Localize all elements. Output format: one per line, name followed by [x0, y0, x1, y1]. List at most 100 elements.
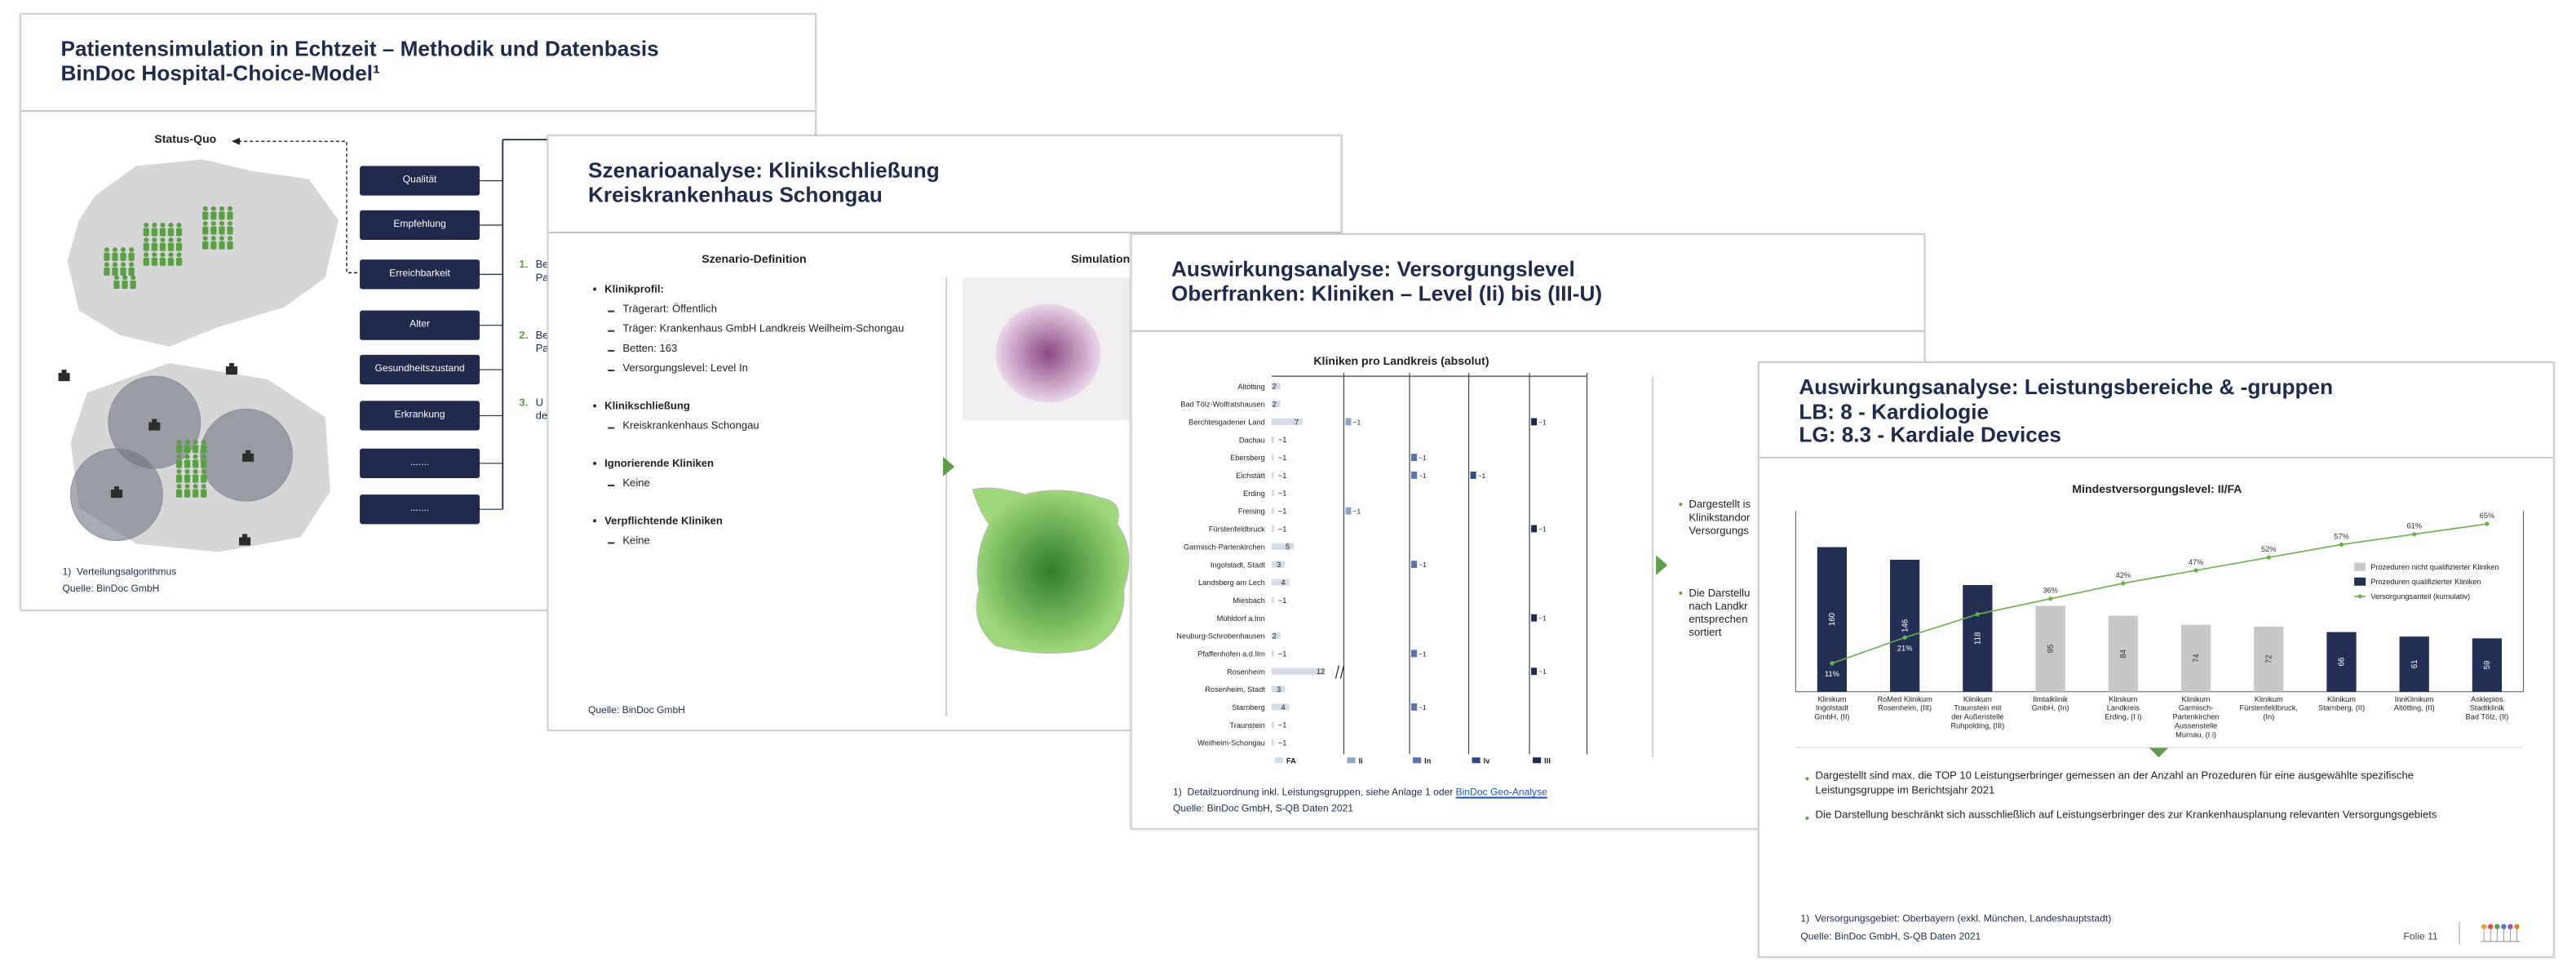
person-icon [176, 252, 182, 258]
logo-dot [2494, 924, 2500, 929]
bar-value-label: 74 [2192, 654, 2201, 663]
legend-label: FA [1286, 756, 1296, 765]
legend-label: Prozeduren nicht qualifizierter Kliniken [2370, 563, 2499, 571]
factor-box: Erkrankung [360, 401, 480, 431]
chart-title: Kliniken pro Landkreis (absolut) [1313, 354, 1489, 367]
legend-swatch [2354, 577, 2366, 586]
person-icon [176, 483, 182, 490]
title-line: BinDoc Hospital-Choice-Model¹ [60, 60, 380, 86]
person-icon [219, 220, 224, 226]
person-icon [193, 489, 199, 498]
person-icon [175, 489, 183, 498]
line-value-label: 11% [1825, 670, 1839, 678]
person-icon [184, 474, 191, 483]
bullet-item: Keine [591, 534, 928, 548]
slide: Auswirkungsanalyse: Leistungsbereiche & … [1758, 361, 2555, 958]
x-tick-label: Klinikum Ingolstadt GmbH, (II) [1814, 695, 1849, 721]
level-mark [1345, 507, 1352, 515]
bar [2254, 626, 2284, 692]
bar [1817, 547, 1848, 692]
footnote: 1) Detailzuordnung inkl. Leistungsgruppe… [1173, 787, 1547, 800]
bullet-item: Keine [591, 477, 928, 491]
x-tick-label: Klinikum Garmisch-Partenkirchen Aussenstel… [2173, 695, 2220, 738]
cell-label: ~1 [1538, 614, 1547, 623]
legend-label: Ii [1359, 756, 1363, 765]
x-tick-label: Klinikum Landkreis Erding, (I i) [2105, 695, 2141, 721]
section-header: Szenario-Definition [702, 255, 807, 267]
person-icon [201, 489, 207, 498]
x-tick-label: Klinikum Starnberg, (II) [2318, 695, 2365, 712]
person-icon [122, 275, 128, 281]
level-mark [1411, 561, 1418, 569]
cell-label: ~1 [1278, 454, 1287, 462]
fa-bar [1271, 508, 1274, 515]
row-label: Erding [1243, 490, 1265, 498]
line-point [2047, 596, 2053, 601]
step-text: Be [535, 259, 549, 272]
legend-point [2357, 594, 2362, 599]
fa-bar [1271, 383, 1281, 390]
footnote-link[interactable]: BinDoc Geo-Analyse [1455, 788, 1547, 799]
person-icon [104, 262, 109, 268]
note-line: Dargestellt is [1689, 499, 1751, 512]
person-icon [128, 252, 135, 261]
step-number: 2. [519, 330, 529, 342]
cell-label: ~1 [1419, 650, 1427, 658]
person-icon [175, 257, 183, 266]
cell-label: ~1 [1478, 472, 1486, 480]
row-label: Starnberg [1232, 703, 1265, 712]
bullet-item: Versorgungslevel: Level In [591, 362, 928, 376]
person-icon [167, 228, 175, 237]
person-icon [219, 211, 225, 220]
person-icon [193, 445, 199, 454]
fa-bar [1271, 490, 1274, 497]
x-tick-label: Ilmtalklinik GmbH, (In) [2032, 695, 2069, 712]
row-label: Landsberg am Lech [1198, 579, 1265, 587]
logo-dot [2507, 924, 2513, 929]
line-point [2121, 581, 2126, 586]
cell-label: ~1 [1419, 472, 1427, 480]
person-icon [219, 235, 224, 241]
fa-bar [1271, 436, 1274, 443]
title-line: LG: 8.3 - Kardiale Devices [1799, 422, 2061, 447]
person-icon [202, 211, 209, 220]
fa-bar [1271, 739, 1274, 747]
person-icon [104, 267, 110, 276]
person-icon [227, 211, 233, 220]
bullet-dot [1805, 777, 1809, 781]
hospital-icon [246, 450, 251, 454]
bullet-dot [1679, 591, 1683, 595]
note-line: entsprechen [1689, 614, 1748, 627]
status-quo-label: Status-Quo [154, 135, 217, 147]
hospital-icon [152, 419, 157, 423]
title-rule [548, 231, 1341, 233]
fa-bar [1271, 579, 1290, 586]
level-mark [1531, 667, 1538, 676]
line-value-label: 21% [1897, 644, 1913, 652]
section-header: Simulation [1071, 255, 1131, 267]
dashed-arrow [238, 140, 361, 273]
step-text: Pa [535, 343, 549, 355]
fa-bar [1271, 632, 1281, 640]
legend-label: III [1544, 756, 1551, 765]
person-icon [159, 242, 166, 251]
line-point [2485, 521, 2490, 526]
note-line: Versorgungs [1689, 525, 1749, 538]
logo-dot [2514, 924, 2520, 929]
title-rule [1131, 330, 1924, 332]
person-icon [151, 257, 157, 266]
title-rule [1759, 456, 2553, 459]
row-label: Traunstein [1229, 721, 1264, 729]
bar [1890, 560, 1920, 692]
person-icon [120, 267, 126, 276]
fa-bar [1271, 401, 1281, 408]
bar-value-label: 84 [2119, 649, 2128, 658]
person-icon [151, 242, 157, 251]
cell-label: ~1 [1278, 596, 1287, 605]
step-text: Pa [535, 273, 549, 285]
factor-box: Qualität [360, 166, 480, 196]
level-mark [1531, 525, 1538, 533]
legend-swatch [2354, 562, 2366, 571]
person-icon [112, 262, 118, 268]
bullet-text: Dargestellt sind max. die TOP 10 Leistun… [1815, 770, 2414, 796]
